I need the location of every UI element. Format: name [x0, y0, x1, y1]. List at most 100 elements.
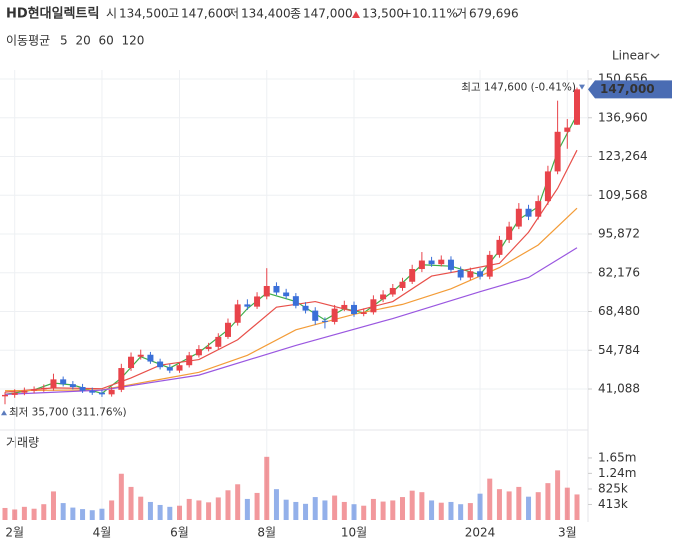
- field-name: 종: [290, 7, 301, 21]
- field-name: 고: [168, 7, 179, 21]
- y-tick-label: 68,480: [598, 304, 640, 318]
- volume-bar: [225, 490, 231, 520]
- volume-bar: [283, 499, 289, 520]
- field-value: 679,696: [469, 7, 519, 21]
- volume-bar: [89, 510, 95, 520]
- candle-body: [31, 389, 38, 391]
- candle-body: [40, 387, 47, 390]
- candle-body: [409, 269, 416, 282]
- volume-bar: [467, 503, 473, 520]
- volume-tick-label: 413k: [598, 497, 628, 511]
- volume-bar: [487, 478, 493, 520]
- volume-bar: [438, 502, 444, 520]
- candle-body: [506, 226, 513, 240]
- candle-body: [302, 305, 309, 311]
- volume-bar: [526, 496, 532, 520]
- volume-bar: [361, 505, 367, 520]
- candle-body: [380, 294, 387, 300]
- volume-bar: [254, 492, 260, 520]
- volume-bar: [177, 505, 183, 520]
- candle-body: [370, 299, 377, 313]
- volume-bar: [31, 508, 37, 520]
- field-value: 147,000: [303, 7, 353, 21]
- candle-body: [69, 384, 76, 388]
- candle-body: [312, 310, 319, 321]
- field-value: 134,500: [119, 7, 169, 21]
- volume-bar: [390, 500, 396, 520]
- volume-bar: [399, 497, 405, 520]
- candle-body: [292, 296, 299, 306]
- volume-bar: [322, 500, 328, 520]
- candle-body: [205, 346, 212, 350]
- volume-bar: [332, 495, 338, 520]
- candle-body: [224, 322, 231, 337]
- x-tick-label: 2월: [5, 526, 24, 540]
- candle-body: [244, 304, 251, 307]
- field-value: 134,400: [241, 7, 291, 21]
- y-tick-label: 136,960: [598, 110, 648, 124]
- chevron-icon[interactable]: [650, 53, 660, 59]
- volume-bar: [60, 503, 66, 520]
- volume-bar: [128, 486, 134, 520]
- ma-line: [4, 247, 578, 395]
- candle-body: [438, 259, 445, 265]
- candle-body: [321, 320, 328, 322]
- x-tick-label: 6월: [170, 526, 189, 540]
- volume-bar: [477, 493, 483, 520]
- candle-body: [79, 387, 86, 391]
- volume-label: 거래량: [6, 436, 39, 450]
- candle-body: [457, 269, 464, 278]
- candle-body: [273, 285, 280, 293]
- volume-bar: [157, 504, 163, 520]
- candle-body: [341, 304, 348, 309]
- legend-entry: 20: [76, 34, 91, 48]
- candle-body: [447, 259, 454, 270]
- volume-bar: [138, 496, 144, 520]
- volume-bar: [147, 501, 153, 520]
- candle-body: [108, 389, 115, 395]
- volume-bar: [312, 497, 318, 520]
- candle-body: [389, 287, 396, 295]
- volume-bar: [458, 504, 464, 520]
- min-marker-icon: [1, 410, 7, 416]
- field-name: 시: [106, 7, 117, 21]
- candle-body: [360, 312, 367, 315]
- candle-body: [254, 296, 261, 307]
- y-tick-label: 95,872: [598, 227, 640, 241]
- volume-bar: [50, 491, 56, 520]
- candle-body: [215, 336, 222, 347]
- volume-bar: [99, 508, 105, 520]
- candle-body: [2, 394, 8, 397]
- max-marker-icon: [579, 84, 585, 90]
- candle-body: [554, 131, 561, 172]
- volume-bar: [409, 490, 415, 520]
- scale-mode[interactable]: Linear: [612, 49, 649, 63]
- volume-bar: [21, 506, 27, 520]
- candle-body: [195, 349, 202, 356]
- candle-body: [418, 260, 425, 270]
- y-tick-label: 41,088: [598, 382, 640, 396]
- volume-bar: [41, 504, 47, 520]
- volume-bar: [109, 500, 115, 520]
- candle-body: [574, 89, 580, 125]
- candle-body: [234, 304, 241, 323]
- volume-tick-label: 1.24m: [598, 466, 636, 480]
- field-name: 거: [456, 7, 467, 21]
- candle-body: [60, 379, 67, 385]
- candle-body: [11, 392, 18, 395]
- candle-body: [486, 254, 493, 277]
- candle-body: [186, 355, 193, 366]
- volume-bar: [419, 492, 425, 520]
- candle-body: [525, 208, 532, 217]
- y-tick-label: 54,784: [598, 343, 640, 357]
- volume-tick-label: 1.65m: [598, 450, 636, 464]
- volume-bar: [235, 484, 241, 520]
- stock-name: HD현대일렉트릭: [6, 6, 99, 22]
- field-value: 147,600: [181, 7, 231, 21]
- change-pct: +10.11%: [402, 7, 458, 21]
- candle-body: [496, 239, 503, 255]
- candle-body: [331, 308, 338, 322]
- volume-tick-label: 825k: [598, 481, 628, 495]
- legend-entry: 5: [60, 34, 68, 48]
- candle-body: [564, 127, 571, 132]
